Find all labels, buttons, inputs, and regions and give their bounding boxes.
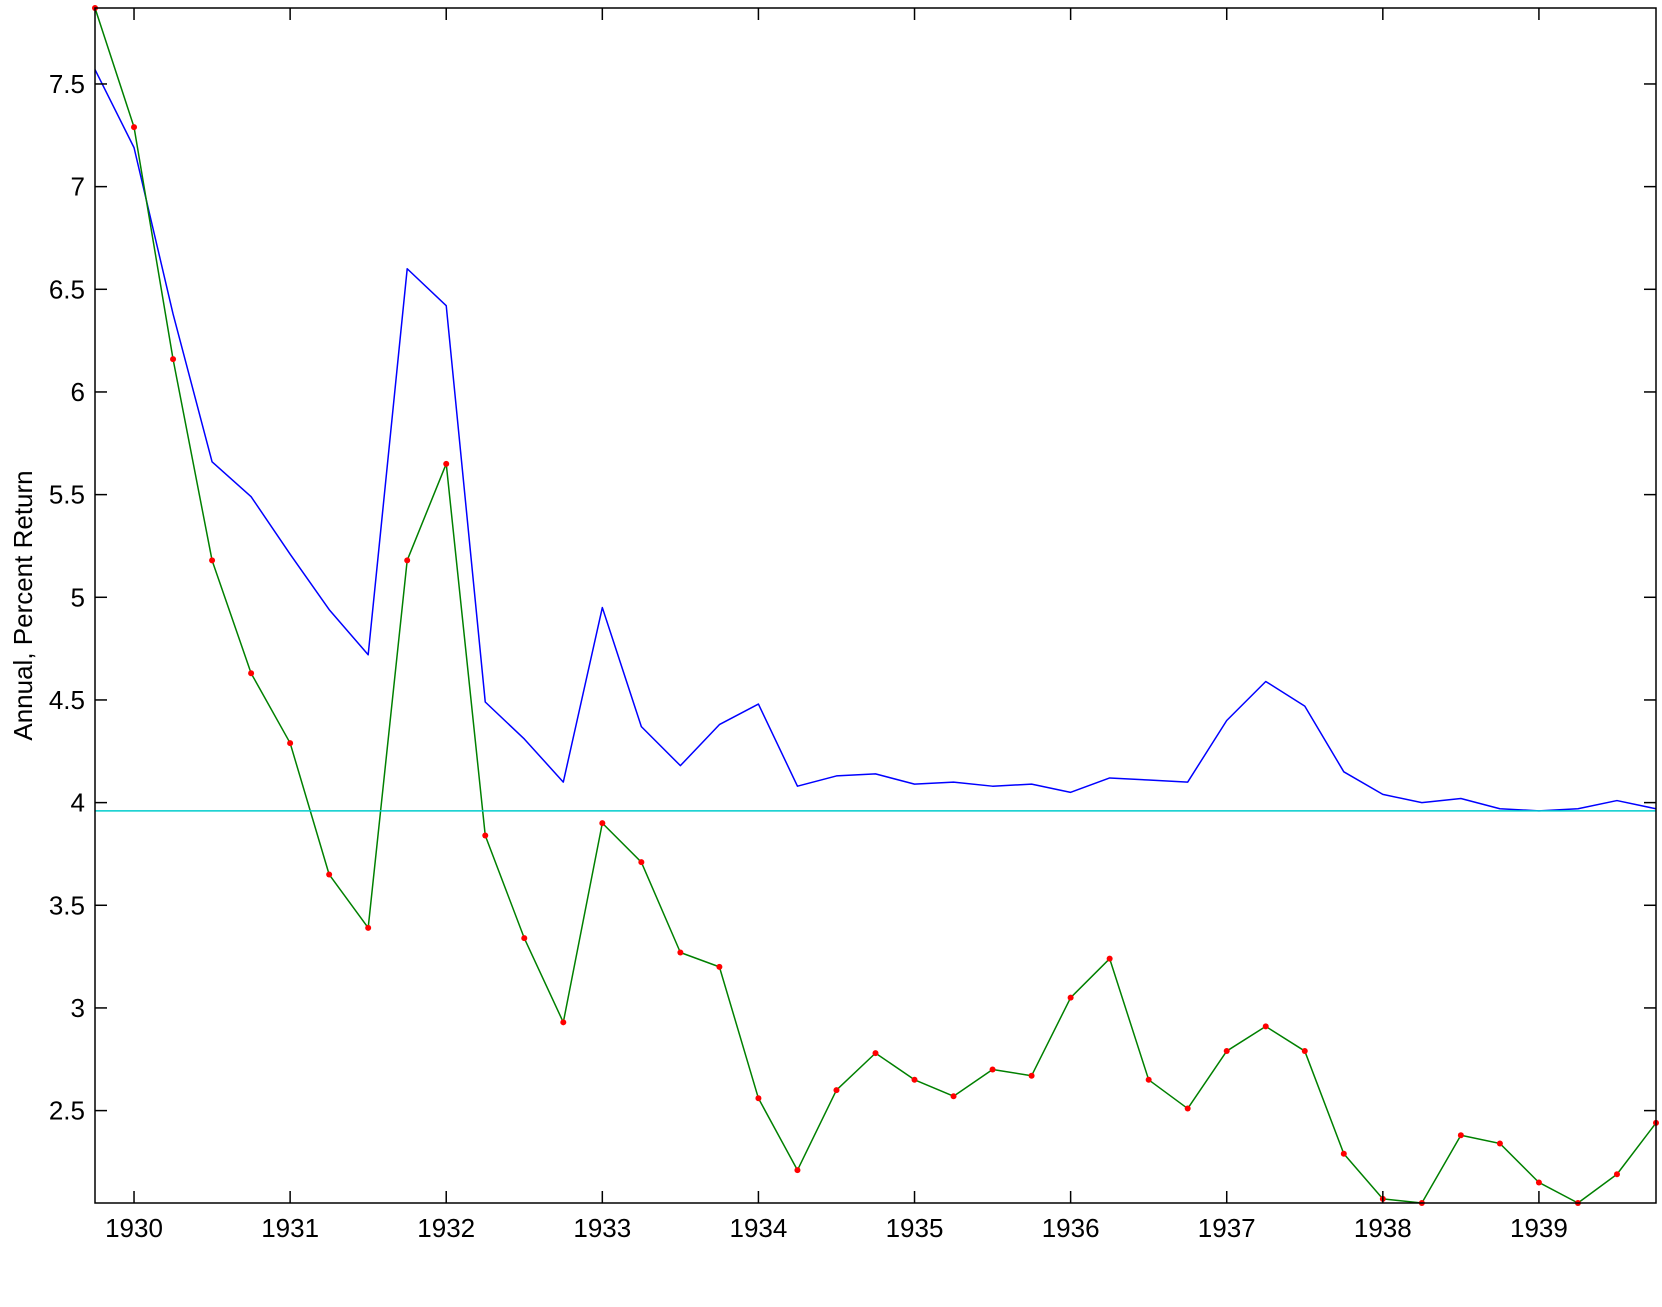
series-1-point [1301, 1048, 1308, 1055]
y-axis-label: Annual, Percent Return [8, 470, 38, 740]
series-lines [94, 7, 1657, 1204]
series-0-line [94, 69, 1657, 812]
series-1-point [638, 859, 645, 866]
series-1-point [170, 356, 177, 363]
x-tick-label: 1939 [1510, 1213, 1568, 1243]
series-1-line [94, 7, 1657, 1204]
series-1-point [1340, 1150, 1347, 1157]
y-tick-label: 6.5 [49, 274, 85, 304]
series-1-point [209, 557, 216, 564]
series-1-point [248, 670, 255, 677]
x-tick-label: 1933 [573, 1213, 631, 1243]
series-1-point [404, 557, 411, 564]
series-1-point [1067, 994, 1074, 1001]
series-1-point [833, 1087, 840, 1094]
series-1-point [989, 1066, 996, 1073]
series-1-point [911, 1076, 918, 1083]
series-1-point [950, 1093, 957, 1100]
series-1-point [1106, 955, 1113, 962]
y-tick-label: 7.5 [49, 69, 85, 99]
series-1-point [794, 1167, 801, 1174]
x-tick-label: 1930 [105, 1213, 163, 1243]
series-1-point [1457, 1132, 1464, 1139]
x-tick-label: 1938 [1354, 1213, 1412, 1243]
y-tick-label: 4 [71, 788, 85, 818]
series-1-point [326, 871, 333, 878]
series-1-point [716, 963, 723, 970]
x-tick-label: 1935 [886, 1213, 944, 1243]
plot-frame [94, 7, 1657, 1204]
series-1-point [1223, 1048, 1230, 1055]
series-1-point [482, 832, 489, 839]
x-tick-label: 1931 [261, 1213, 319, 1243]
series-1-point [1184, 1105, 1191, 1112]
series-1-point [599, 820, 606, 827]
x-tick-label: 1934 [730, 1213, 788, 1243]
series-1-point [1262, 1023, 1269, 1030]
series-1-point [443, 460, 450, 467]
series-1-point [1613, 1171, 1620, 1178]
series-1-point [131, 124, 138, 131]
x-tick-label: 1937 [1198, 1213, 1256, 1243]
y-tick-label: 5.5 [49, 480, 85, 510]
y-tick-label: 4.5 [49, 685, 85, 715]
series-1-point [755, 1095, 762, 1102]
series-1-point [1496, 1140, 1503, 1147]
y-tick-label: 7 [71, 172, 85, 202]
series-1-point [521, 935, 528, 942]
series-1-point [677, 949, 684, 956]
series-1-point [560, 1019, 567, 1026]
y-tick-label: 3 [71, 993, 85, 1023]
axis-ticks [95, 8, 1656, 1203]
series-1-point [365, 924, 372, 931]
x-tick-label: 1932 [417, 1213, 475, 1243]
series-1-point [1028, 1072, 1035, 1079]
y-tick-label: 5 [71, 582, 85, 612]
x-tick-label: 1936 [1042, 1213, 1100, 1243]
series-markers [92, 5, 1659, 1206]
series-1-point [1535, 1179, 1542, 1186]
series-1-point [1145, 1076, 1152, 1083]
series-1-point [872, 1050, 879, 1057]
y-tick-label: 2.5 [49, 1096, 85, 1126]
axis-tick-labels: 1930 1931 1932 1933 1934 1935 1936 1937 1938 1939… [49, 69, 1568, 1243]
series-1-point [287, 740, 294, 747]
y-tick-label: 6 [71, 377, 85, 407]
y-tick-label: 3.5 [49, 890, 85, 920]
